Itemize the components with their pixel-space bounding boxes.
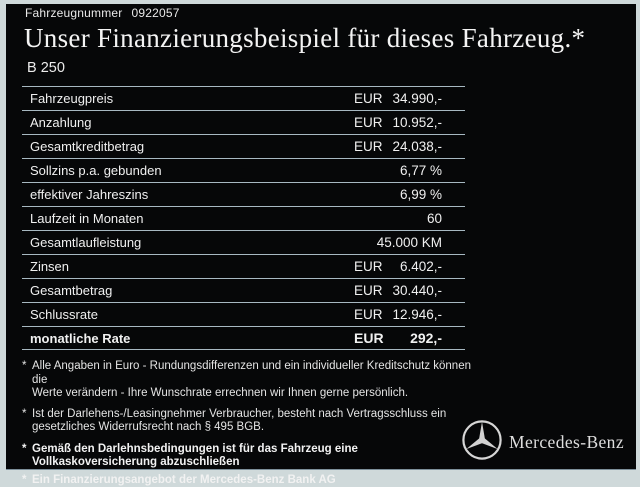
table-row: Gesamtlaufleistung 45.000 KM — [22, 230, 465, 254]
footnote-line: Gemäß den Darlehnsbedingungen ist für da… — [32, 443, 474, 457]
footnote-line: Ist der Darlehens-/Leasingnehmer Verbrau… — [32, 408, 474, 422]
model-name: B 250 — [27, 60, 65, 76]
row-value: 45.000 KM — [377, 235, 442, 250]
mercedes-star-icon — [461, 419, 503, 461]
row-value: 6,99 % — [400, 187, 442, 202]
row-value: 6.402,- — [400, 259, 442, 274]
table-row: Schlussrate EUR 12.946,- — [22, 302, 465, 326]
brand-name: Mercedes-Benz — [509, 432, 624, 453]
row-currency: EUR — [354, 259, 383, 274]
footnote-line: Werte verändern - Ihre Wunschrate errech… — [32, 387, 474, 401]
row-label: Gesamtlaufleistung — [22, 235, 354, 250]
footnote-line: Vollkaskoversicherung abzuschließen — [32, 456, 474, 470]
row-currency: EUR — [354, 139, 383, 154]
footnote: * Ein Finanzierungsangebot der Mercedes-… — [22, 474, 474, 487]
row-label: monatliche Rate — [22, 331, 354, 346]
row-label: effektiver Jahreszins — [22, 187, 354, 202]
row-label: Laufzeit in Monaten — [22, 211, 354, 226]
row-value: 30.440,- — [392, 283, 442, 298]
table-row: Zinsen EUR 6.402,- — [22, 254, 465, 278]
row-currency: EUR — [354, 307, 383, 322]
finance-panel: Fahrzeugnummer 0922057 Unser Finanzierun… — [6, 4, 636, 470]
finance-table: Fahrzeugpreis EUR 34.990,- Anzahlung EUR 1… — [22, 86, 465, 350]
row-value: 60 — [427, 211, 442, 226]
row-label: Sollzins p.a. gebunden — [22, 163, 354, 178]
row-value: 292,- — [410, 330, 442, 346]
footnote-line: Ein Finanzierungsangebot der Mercedes-Be… — [32, 474, 474, 487]
footnote: * Ist der Darlehens-/Leasingnehmer Verbr… — [22, 408, 474, 435]
row-label: Anzahlung — [22, 115, 354, 130]
row-label: Gesamtbetrag — [22, 283, 354, 298]
row-value: 24.038,- — [392, 139, 442, 154]
row-currency: EUR — [354, 91, 383, 106]
table-row-monthly-rate: monatliche Rate EUR 292,- — [22, 326, 465, 350]
footnote-line: Alle Angaben in Euro - Rundungsdifferenz… — [32, 360, 474, 387]
table-row: Gesamtbetrag EUR 30.440,- — [22, 278, 465, 302]
row-currency: EUR — [354, 330, 384, 346]
row-label: Zinsen — [22, 259, 354, 274]
page-title: Unser Finanzierungsbeispiel für dieses F… — [24, 23, 585, 54]
footnotes: * Alle Angaben in Euro - Rundungsdiffere… — [22, 360, 474, 487]
row-value: 10.952,- — [392, 115, 442, 130]
table-row: Anzahlung EUR 10.952,- — [22, 110, 465, 134]
table-row: effektiver Jahreszins 6,99 % — [22, 182, 465, 206]
row-label: Fahrzeugpreis — [22, 91, 354, 106]
row-label: Gesamtkreditbetrag — [22, 139, 354, 154]
row-value: 6,77 % — [400, 163, 442, 178]
table-row: Sollzins p.a. gebunden 6,77 % — [22, 158, 465, 182]
row-value: 34.990,- — [392, 91, 442, 106]
footnote: * Alle Angaben in Euro - Rundungsdiffere… — [22, 360, 474, 401]
table-row: Gesamtkreditbetrag EUR 24.038,- — [22, 134, 465, 158]
vehicle-number-value: 0922057 — [132, 6, 180, 20]
row-label: Schlussrate — [22, 307, 354, 322]
vehicle-number-label: Fahrzeugnummer — [25, 6, 123, 20]
row-value: 12.946,- — [392, 307, 442, 322]
footnote: * Gemäß den Darlehnsbedingungen ist für … — [22, 443, 474, 470]
footnote-marker: * — [22, 360, 26, 374]
row-currency: EUR — [354, 115, 383, 130]
footnote-marker: * — [22, 443, 26, 457]
row-currency: EUR — [354, 283, 383, 298]
footnote-line: gesetzliches Widerrufsrecht nach § 495 B… — [32, 421, 474, 435]
footnote-marker: * — [22, 474, 26, 487]
footnote-marker: * — [22, 408, 26, 422]
table-row: Fahrzeugpreis EUR 34.990,- — [22, 86, 465, 110]
vehicle-number: Fahrzeugnummer 0922057 — [25, 6, 180, 20]
table-row: Laufzeit in Monaten 60 — [22, 206, 465, 230]
